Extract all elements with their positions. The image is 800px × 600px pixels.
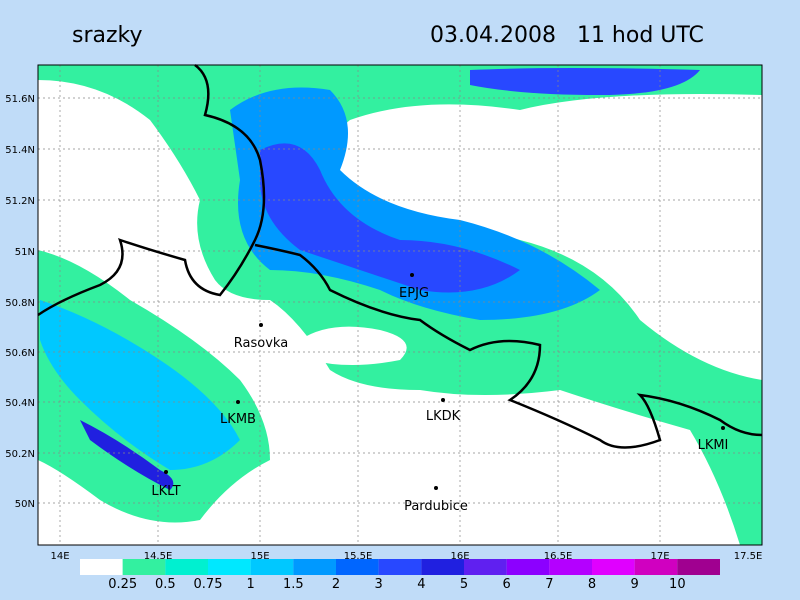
legend-label: 2 <box>332 577 340 592</box>
legend-swatch <box>677 559 720 575</box>
legend-label: 0.75 <box>194 577 223 592</box>
lat-label: 50.6N <box>5 348 35 359</box>
legend-swatch <box>592 559 635 575</box>
legend-swatch <box>378 559 422 575</box>
lat-label: 51.4N <box>5 145 35 156</box>
legend-swatch <box>293 559 336 575</box>
legend-swatch <box>80 559 123 575</box>
legend-swatch <box>464 559 507 575</box>
lon-label: 17E <box>650 551 669 562</box>
datetime: 03.04.2008 11 hod UTC <box>430 23 704 48</box>
lat-label: 51N <box>15 247 35 258</box>
station-label: LKLT <box>151 484 180 499</box>
legend-swatch <box>122 559 166 575</box>
lon-label: 16E <box>450 551 469 562</box>
station-label: EPJG <box>399 286 429 301</box>
lat-label: 50.8N <box>5 298 35 309</box>
lon-label: 17.5E <box>734 551 763 562</box>
legend-label: 7 <box>545 577 553 592</box>
legend-label: 1.5 <box>283 577 304 592</box>
stations <box>164 273 725 490</box>
lat-label: 51.6N <box>5 94 35 105</box>
station-label: LKDK <box>426 409 461 424</box>
legend-label: 0.5 <box>155 577 176 592</box>
station-label: LKMI <box>698 438 729 453</box>
legend-swatch <box>250 559 294 575</box>
lon-label: 14E <box>50 551 69 562</box>
legend-swatch <box>165 559 208 575</box>
legend-swatch <box>506 559 550 575</box>
legend-label: 4 <box>417 577 425 592</box>
legend-swatch <box>549 559 592 575</box>
lon-label: 15E <box>250 551 269 562</box>
legend-label: 9 <box>631 577 639 592</box>
legend-label: 8 <box>588 577 596 592</box>
lon-label: 16.5E <box>544 551 573 562</box>
map-area <box>37 64 763 546</box>
lat-label: 50.2N <box>5 449 35 460</box>
legend-swatch <box>421 559 464 575</box>
legend-label: 3 <box>375 577 383 592</box>
lon-label: 15.5E <box>344 551 373 562</box>
station-label: Pardubice <box>404 499 468 514</box>
legend-label: 10 <box>669 577 686 592</box>
legend-label: 6 <box>503 577 511 592</box>
lat-label: 51.2N <box>5 196 35 207</box>
station-label: LKMB <box>220 412 256 427</box>
station-label: Rasovka <box>234 336 288 351</box>
legend-swatch <box>336 559 379 575</box>
title: srazky <box>72 23 143 48</box>
lon-label: 14.5E <box>144 551 173 562</box>
legend-label: 1 <box>247 577 255 592</box>
legend-swatch <box>208 559 251 575</box>
lat-label: 50N <box>15 499 35 510</box>
legend-label: 0.25 <box>108 577 137 592</box>
legend-swatch <box>634 559 678 575</box>
legend-label: 5 <box>460 577 468 592</box>
lat-label: 50.4N <box>5 398 35 409</box>
